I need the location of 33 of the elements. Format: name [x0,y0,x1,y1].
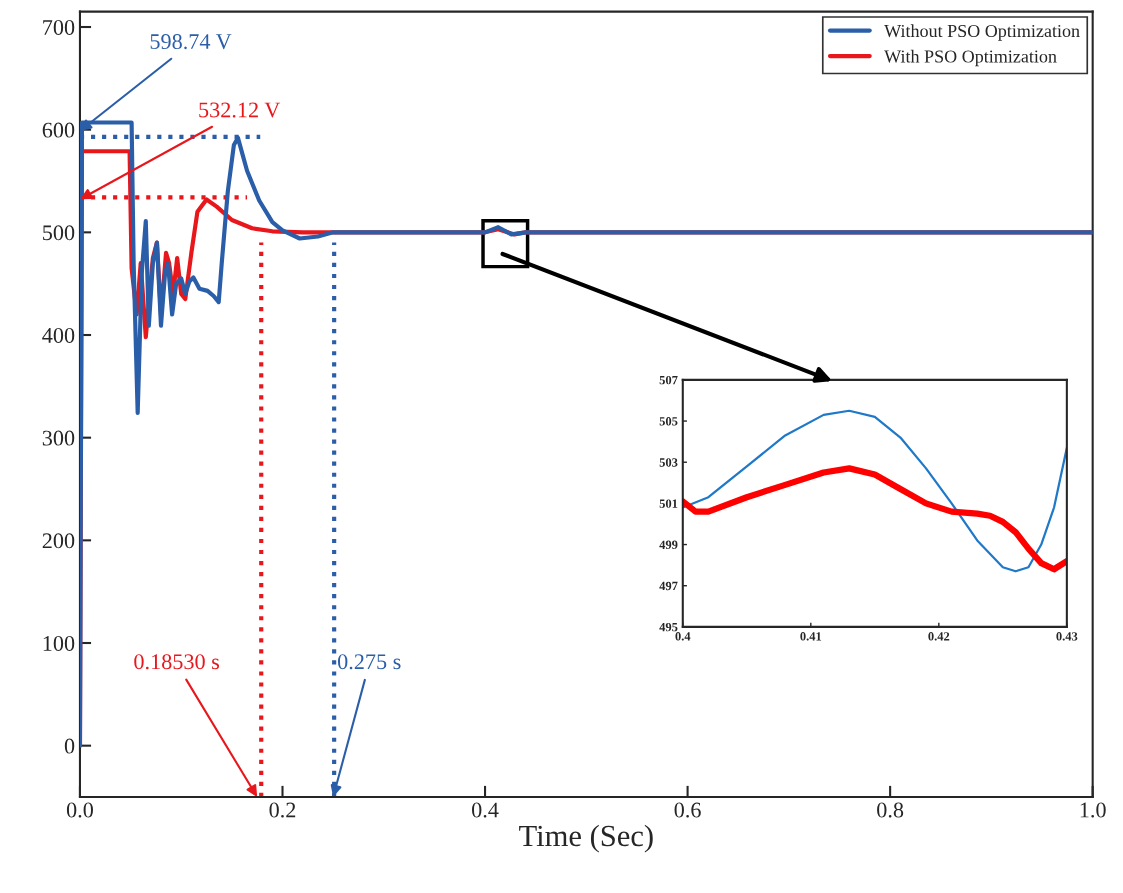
y-tick-label: 500 [43,225,75,241]
y-tick-label: 400 [42,327,75,343]
y-tick-label: 495 [659,622,678,632]
y-tick-label: 497 [659,581,678,591]
y-tick-label: 499 [659,540,678,550]
annotation: 598.74 V [150,34,232,50]
line-series [682,409,1067,573]
annotation: 532.12 V [199,102,281,118]
x-tick-label: 0.4 [675,632,691,641]
x-tick-label: 0.4 [472,802,499,818]
y-tick-label: 600 [42,122,75,138]
annotation: 0.275 s [337,654,401,670]
x-tick-label: 1.0 [1080,802,1106,818]
x-tick-label: 0.8 [877,802,904,818]
x-axis-title: Time (Sec) [519,824,653,853]
y-tick-label: 700 [43,19,75,35]
legend-label: Without PSO Optimization [884,24,1080,41]
y-tick-label: 505 [659,417,678,426]
y-tick-label: 507 [659,375,678,385]
y-tick-label: 503 [659,458,678,467]
x-tick-label: 0.43 [1056,632,1078,641]
annotation: 0.18530 s [134,654,220,670]
y-tick-label: 100 [43,635,75,651]
legend-label: With PSO Optimization [884,49,1057,67]
x-tick-label: 0.41 [800,632,822,641]
y-tick-label: 300 [42,430,75,446]
y-tick-label: 0 [64,738,75,754]
y-tick-label: 501 [659,499,678,508]
y-tick-label: 200 [42,533,75,549]
x-tick-label: 0.6 [674,802,701,818]
x-tick-label: 0.2 [269,802,296,818]
x-tick-label: 0.0 [66,802,93,818]
x-tick-label: 0.42 [928,632,950,641]
